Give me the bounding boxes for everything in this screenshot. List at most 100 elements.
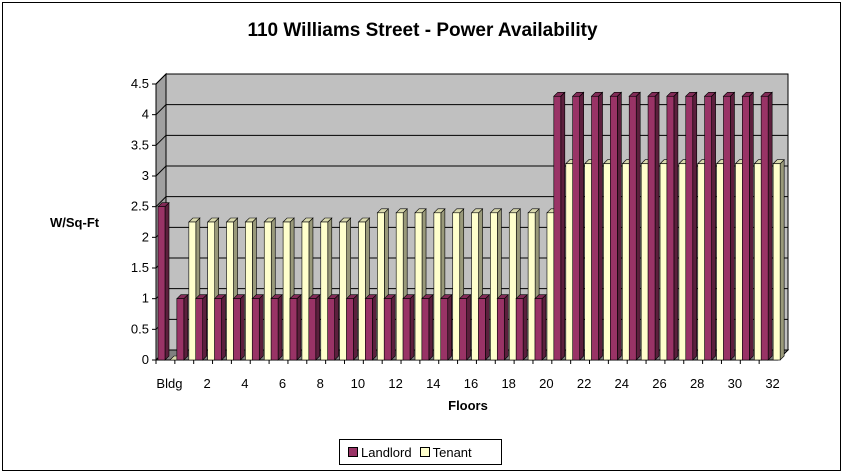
x-tick-label: 18 <box>501 376 515 391</box>
bar-landlord <box>591 95 599 361</box>
bar-side-landlord <box>711 91 716 361</box>
bar-landlord <box>421 298 430 361</box>
bar-side-landlord <box>654 91 660 361</box>
bar-landlord <box>195 298 203 361</box>
bar-tenant <box>716 163 724 361</box>
y-tick-label: 3.5 <box>131 137 149 152</box>
bar-tenant <box>508 212 517 361</box>
bar-side-landlord <box>390 293 396 361</box>
bar-tenant <box>546 212 555 361</box>
bar-landlord <box>157 206 166 361</box>
bar-landlord <box>327 298 335 361</box>
bar-tenant <box>697 163 706 361</box>
bar-side-landlord <box>372 293 377 361</box>
bar-landlord <box>459 298 467 361</box>
bar-tenant <box>395 212 404 361</box>
bar-side-landlord <box>447 293 453 361</box>
x-tick-label: 14 <box>426 376 440 391</box>
x-tick-label: 10 <box>351 376 365 391</box>
y-tick-label: 1.5 <box>131 260 149 275</box>
y-tick-label: 0.5 <box>131 321 149 336</box>
bar-side-landlord <box>466 293 471 361</box>
bar-tenant <box>207 221 215 361</box>
bar-side-landlord <box>315 293 321 361</box>
bar-tenant <box>301 221 310 361</box>
y-tick-label: 2.5 <box>131 199 149 214</box>
bar-tenant <box>659 163 668 361</box>
bar-landlord <box>233 298 241 361</box>
bar-landlord <box>628 95 637 361</box>
bar-landlord <box>760 95 769 361</box>
x-tick-label: 12 <box>388 376 402 391</box>
bar-landlord <box>308 298 317 361</box>
bar-tenant <box>678 163 687 361</box>
bar-tenant <box>188 221 197 361</box>
bar-side-landlord <box>353 293 358 361</box>
bar-tenant <box>754 163 762 361</box>
x-tick-label: 22 <box>577 376 591 391</box>
legend: Landlord Tenant <box>339 439 502 465</box>
bar-side-landlord <box>221 293 226 361</box>
bar-side-landlord <box>692 91 698 361</box>
x-tick-label: 16 <box>464 376 478 391</box>
bar-tenant <box>490 212 498 361</box>
bar-side-landlord <box>183 293 189 361</box>
bar-tenant <box>433 212 442 361</box>
x-tick-label: 8 <box>317 376 324 391</box>
bar-landlord <box>572 95 580 361</box>
x-tick-label: 2 <box>204 376 211 391</box>
x-tick-label: 30 <box>728 376 742 391</box>
y-tick-label: 2 <box>142 229 149 244</box>
gridline <box>155 73 788 85</box>
bar-side-landlord <box>296 293 302 361</box>
bar-side-landlord <box>673 91 679 361</box>
x-tick-label: 26 <box>652 376 666 391</box>
x-tick-label: 32 <box>765 376 779 391</box>
bar-landlord <box>534 298 543 361</box>
bar-landlord <box>365 298 373 361</box>
bar-side-tenant <box>779 159 785 361</box>
bar-side-landlord <box>277 293 283 361</box>
bar-side-landlord <box>202 293 207 361</box>
bar-landlord <box>496 298 505 361</box>
bar-landlord <box>723 95 731 361</box>
legend-label-tenant: Tenant <box>432 444 472 460</box>
y-tick-label: 0 <box>142 352 149 367</box>
bar-side-landlord <box>240 293 245 361</box>
bar-tenant <box>377 212 385 361</box>
bar-tenant <box>358 221 366 361</box>
bar-tenant <box>282 221 291 361</box>
bar-tenant <box>565 163 574 361</box>
y-tick-label: 3 <box>142 168 149 183</box>
legend-swatch-landlord <box>348 447 358 457</box>
bar-landlord <box>515 298 524 361</box>
bar-landlord <box>553 95 562 361</box>
bar-landlord <box>478 298 486 361</box>
bar-side-landlord <box>522 293 528 361</box>
chart-title: 110 Williams Street - Power Availability <box>247 20 598 41</box>
bar-tenant <box>471 212 479 361</box>
y-tick-label: 1 <box>142 291 149 306</box>
bar-landlord <box>214 298 222 361</box>
x-axis-label: Floors <box>448 398 488 413</box>
bar-side-landlord <box>258 293 264 361</box>
legend-label-landlord: Landlord <box>361 444 412 460</box>
bar-tenant <box>263 221 272 361</box>
bar-tenant <box>226 221 234 361</box>
bar-side-landlord <box>617 91 622 361</box>
bar-tenant <box>452 212 461 361</box>
bar-side-landlord <box>598 91 603 361</box>
y-tick-label: 4.5 <box>131 76 149 91</box>
bar-landlord <box>610 95 618 361</box>
bar-tenant <box>527 212 536 361</box>
bar-landlord <box>704 95 712 361</box>
bar-landlord <box>440 298 449 361</box>
bar-tenant <box>603 163 611 361</box>
bar-side-landlord <box>541 293 547 361</box>
bar-tenant <box>339 221 347 361</box>
bar-side-landlord <box>485 293 490 361</box>
x-tick-label: 6 <box>279 376 286 391</box>
x-tick-label: 4 <box>241 376 248 391</box>
bar-landlord <box>346 298 354 361</box>
bar-side-landlord <box>730 91 735 361</box>
